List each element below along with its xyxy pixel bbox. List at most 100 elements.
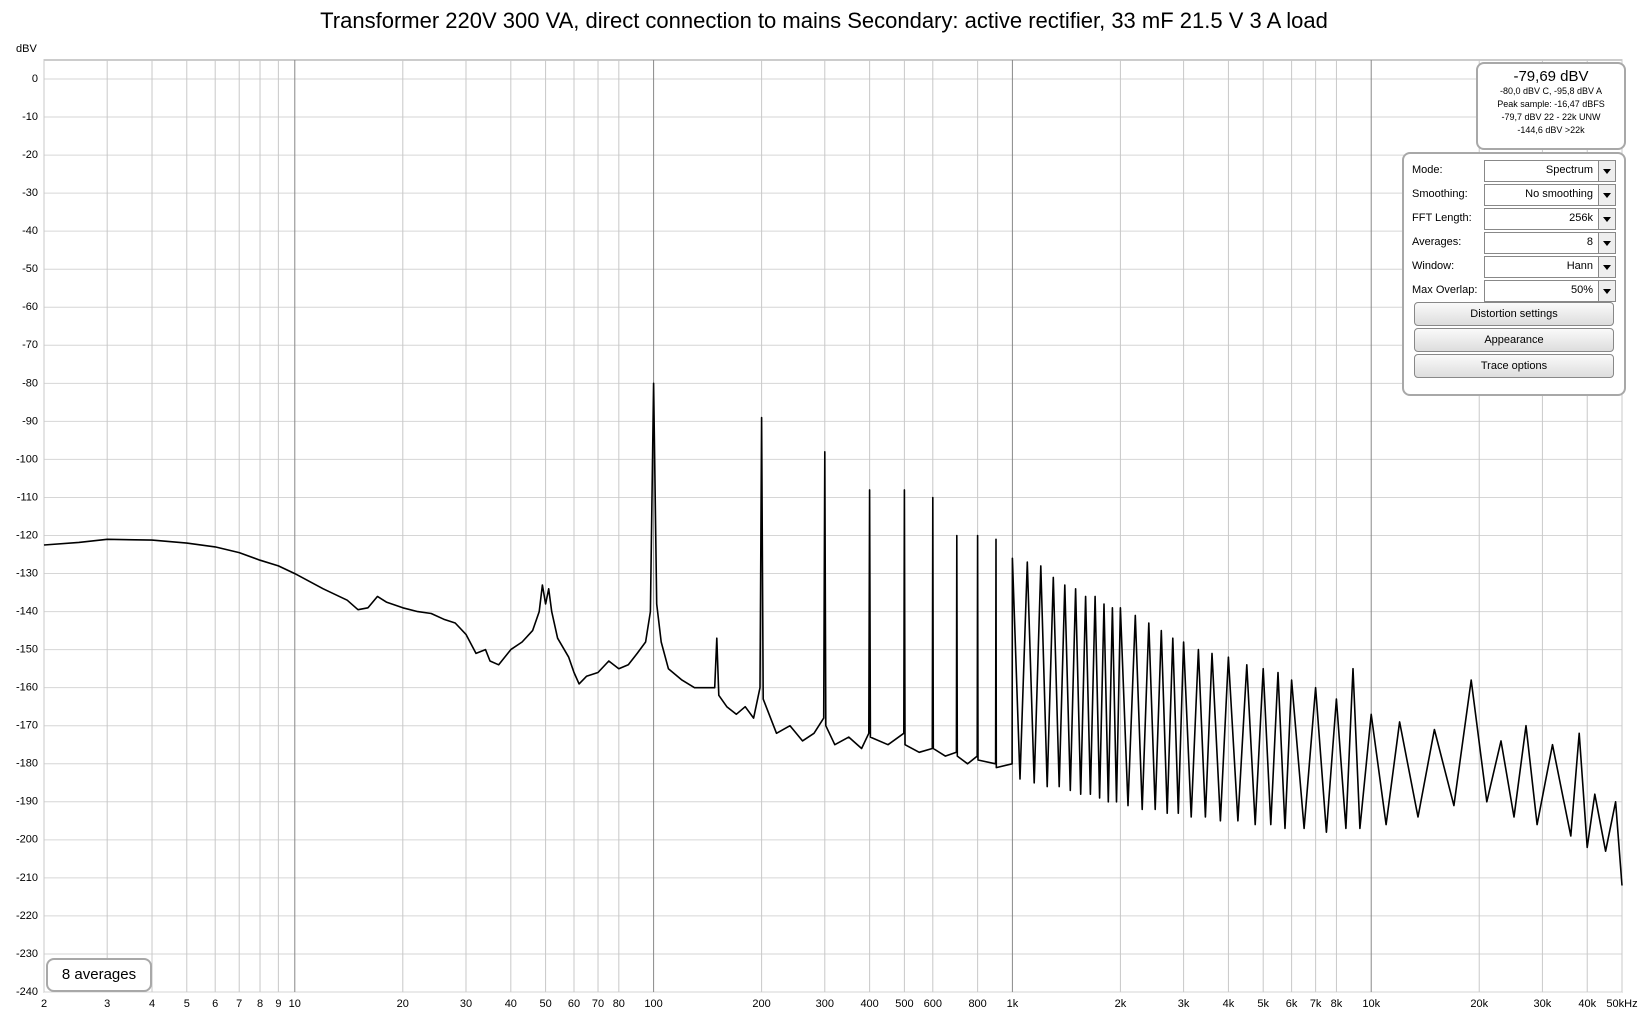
y-tick-label: -70	[22, 339, 38, 351]
control-row: Mode: Spectrum	[1412, 160, 1616, 182]
info-line: -80,0 dBV C, -95,8 dBV A	[1499, 86, 1603, 96]
x-tick-label: 30	[460, 998, 472, 1010]
x-tick-label: 40	[505, 998, 517, 1010]
y-tick-label: -50	[22, 263, 38, 275]
status-label: 8 averages	[46, 958, 152, 992]
button[interactable]: Trace options	[1414, 354, 1614, 378]
control-label: Window:	[1412, 260, 1455, 272]
control-label: Smoothing:	[1412, 188, 1468, 200]
y-tick-label: 0	[32, 73, 38, 85]
y-tick-label: -140	[16, 605, 38, 617]
x-tick-label: 1k	[1007, 998, 1019, 1010]
info-line: Peak sample: -16,47 dBFS	[1497, 99, 1605, 109]
y-tick-label: -10	[22, 111, 38, 123]
control-row: Max Overlap: 50%	[1412, 280, 1616, 302]
x-tick-label: 3k	[1178, 998, 1190, 1010]
x-tick-label: 2	[41, 998, 47, 1010]
dropdown-value: No smoothing	[1525, 188, 1593, 200]
y-tick-label: -60	[22, 301, 38, 313]
dropdown-arrow	[1598, 185, 1615, 205]
chart-title: Transformer 220V 300 VA, direct connecti…	[320, 8, 1328, 33]
control-label: Max Overlap:	[1412, 284, 1478, 296]
x-tick-label: 9	[275, 998, 281, 1010]
dropdown-arrow	[1598, 281, 1615, 301]
x-tick-label: 30k	[1534, 998, 1552, 1010]
y-tick-label: -100	[16, 453, 38, 465]
y-tick-label: -110	[17, 491, 38, 503]
control-row: FFT Length: 256k	[1412, 208, 1616, 230]
dropdown[interactable]: 50%	[1484, 280, 1616, 302]
info-lines: -80,0 dBV C, -95,8 dBV A Peak sample: -16…	[1478, 85, 1624, 137]
x-tick-label: 300	[816, 998, 834, 1010]
y-tick-label: -20	[22, 149, 38, 161]
y-tick-label: -180	[16, 758, 38, 770]
x-tick-label: 6	[212, 998, 218, 1010]
x-tick-label: 40k	[1578, 998, 1596, 1010]
dropdown-value: Spectrum	[1545, 164, 1593, 176]
spectrum-line	[43, 382, 1623, 886]
x-tick-label: 7	[236, 998, 242, 1010]
y-axis-label: dBV	[16, 43, 37, 55]
x-tick-label: 3	[104, 998, 110, 1010]
control-row: Smoothing: No smoothing	[1412, 184, 1616, 206]
x-tick-label: 70	[592, 998, 604, 1010]
button[interactable]: Distortion settings	[1414, 302, 1614, 326]
dropdown[interactable]: 256k	[1484, 208, 1616, 230]
dropdown[interactable]: Hann	[1484, 256, 1616, 278]
x-tick-label: 8k	[1331, 998, 1343, 1010]
y-tick-label: -220	[16, 910, 38, 922]
y-tick-label: -80	[22, 377, 38, 389]
info-line: -144,6 dBV >22k	[1517, 125, 1585, 135]
x-tick-label: 6k	[1286, 998, 1298, 1010]
y-tick-label: -240	[16, 986, 38, 998]
y-tick-label: -190	[16, 796, 38, 808]
y-tick-label: -120	[16, 529, 38, 541]
dropdown[interactable]: 8	[1484, 232, 1616, 254]
x-tick-label: 8	[257, 998, 263, 1010]
dropdown-value: 50%	[1570, 284, 1593, 296]
control-label: FFT Length:	[1412, 212, 1472, 224]
y-tick-label: -160	[16, 682, 38, 694]
y-tick-label: -130	[16, 567, 38, 579]
control-row: Window: Hann	[1412, 256, 1616, 278]
y-tick-label: -40	[22, 225, 38, 237]
dropdown-value: Hann	[1566, 260, 1593, 272]
x-tick-label: 4k	[1223, 998, 1235, 1010]
x-tick-label: 10k	[1362, 998, 1380, 1010]
button[interactable]: Appearance	[1414, 328, 1614, 352]
x-tick-label: 60	[568, 998, 580, 1010]
y-tick-label: -200	[16, 834, 38, 846]
x-tick-label: 500	[895, 998, 913, 1010]
x-tick-label: 100	[644, 998, 662, 1010]
dropdown-value: 256k	[1569, 212, 1593, 224]
x-tick-label: 4	[149, 998, 155, 1010]
x-tick-label: 800	[968, 998, 986, 1010]
dropdown-arrow	[1598, 161, 1615, 181]
x-tick-label: 2k	[1115, 998, 1127, 1010]
x-tick-label: 80	[613, 998, 625, 1010]
control-label: Averages:	[1412, 236, 1462, 248]
x-tick-label: 5k	[1257, 998, 1269, 1010]
x-tick-label: 7k	[1310, 998, 1322, 1010]
control-row: Averages: 8	[1412, 232, 1616, 254]
x-tick-label: 50kHz	[1606, 998, 1637, 1010]
info-box: -79,69 dBV -80,0 dBV C, -95,8 dBV A Peak …	[1476, 62, 1626, 150]
dropdown-value: 8	[1586, 236, 1593, 248]
x-tick-label: 600	[924, 998, 942, 1010]
x-tick-label: 20k	[1470, 998, 1488, 1010]
dropdown[interactable]: No smoothing	[1484, 184, 1616, 206]
x-tick-label: 400	[860, 998, 878, 1010]
dropdown-arrow	[1598, 233, 1615, 253]
dropdown-arrow	[1598, 209, 1615, 229]
dropdown-arrow	[1598, 257, 1615, 277]
y-tick-label: -30	[22, 187, 38, 199]
info-line: -79,7 dBV 22 - 22k UNW	[1501, 112, 1601, 122]
x-tick-label: 200	[752, 998, 770, 1010]
x-tick-label: 50	[539, 998, 551, 1010]
control-panel: Mode: Spectrum Smoothing: No smoothing FFT L…	[1402, 152, 1626, 396]
control-label: Mode:	[1412, 164, 1443, 176]
x-tick-label: 20	[397, 998, 409, 1010]
dropdown[interactable]: Spectrum	[1484, 160, 1616, 182]
